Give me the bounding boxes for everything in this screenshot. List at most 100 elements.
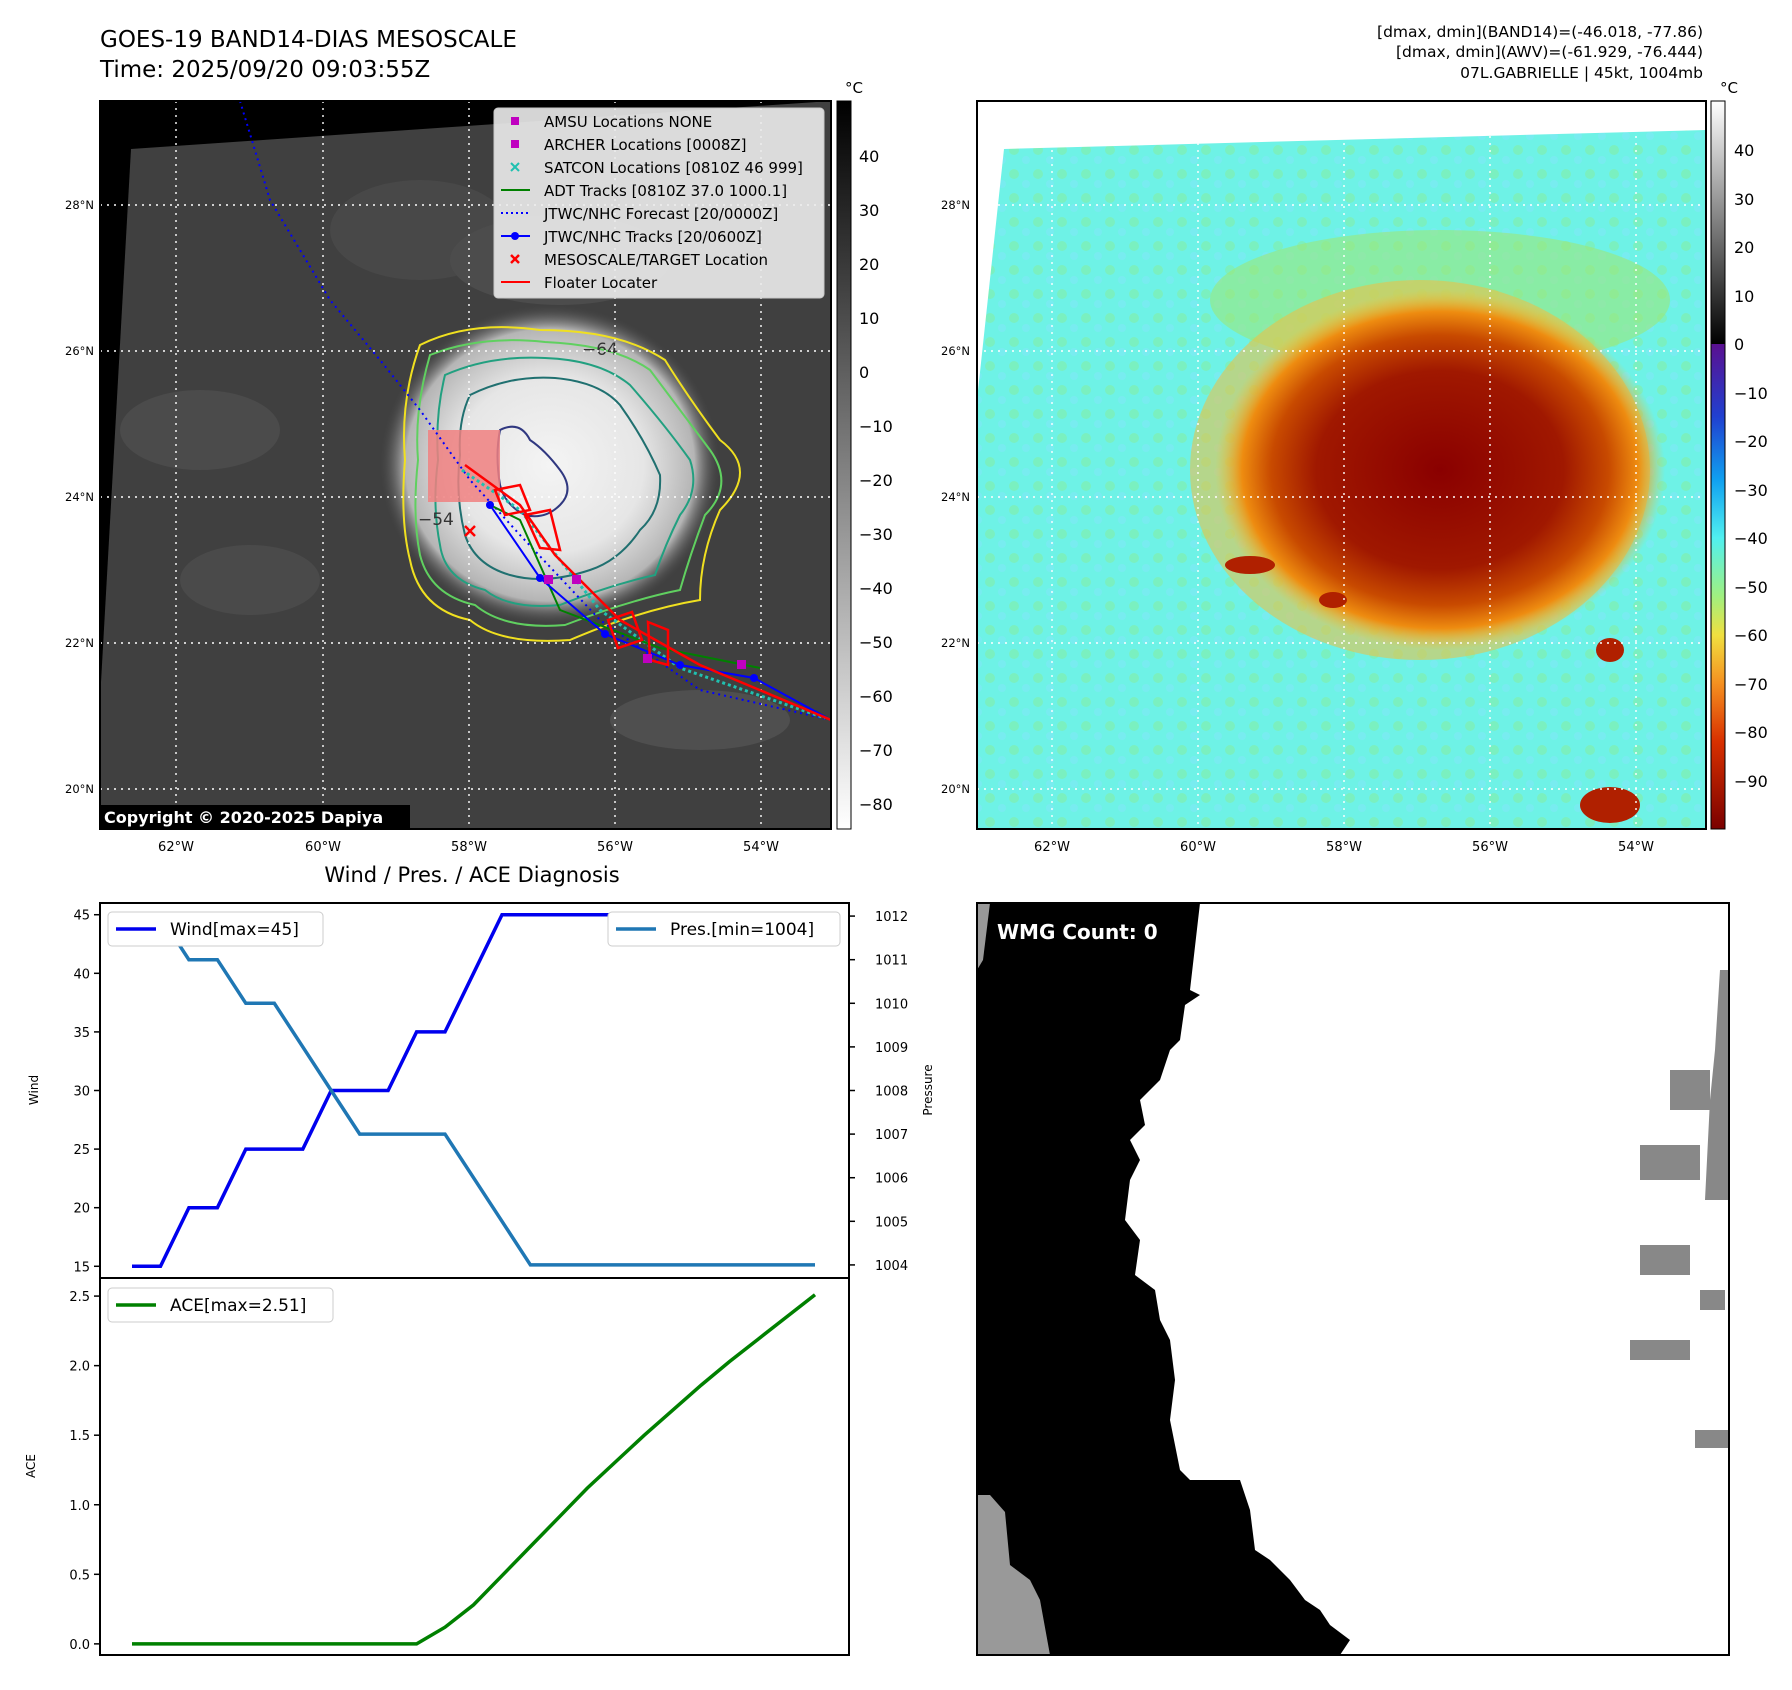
legend-label-adt: ADT Tracks [0810Z 37.0 1000.1] (544, 182, 787, 200)
awv-cb-tick: 20 (1734, 238, 1754, 257)
ir-legend: AMSU Locations NONE ARCHER Locations [00… (493, 107, 825, 299)
wind-legend: Wind[max=45] (107, 911, 324, 947)
diagnosis-title: Wind / Pres. / ACE Diagnosis (324, 863, 619, 887)
ace-series-line (132, 1293, 817, 1646)
ir-lon-60: 60°W (305, 840, 341, 855)
awv-storm-core (1215, 290, 1665, 650)
wind-y-ticks: 15 20 25 30 35 40 45 (73, 909, 100, 1275)
ace-axis-label: ACE (24, 1454, 38, 1478)
awv-lat-22: 22°N (941, 636, 970, 650)
awv-lon-56: 56°W (1472, 840, 1508, 855)
jtwc-nhc-track-points (486, 501, 758, 682)
contour-label-64: −64 (582, 340, 618, 360)
awv-convective-cells (1225, 556, 1640, 823)
legend-label-tracks: JTWC/NHC Tracks [20/0600Z] (543, 228, 762, 246)
copyright-text: Copyright © 2020-2025 Dapiya (104, 808, 383, 827)
ir-lon-56: 56°W (597, 840, 633, 855)
floater-locater-track (464, 463, 831, 722)
pressure-y-ticks: 1004 1005 1006 1007 1008 1009 1010 1011 1012 (849, 910, 908, 1274)
awv-cb-tick: −90 (1734, 772, 1768, 791)
awv-cb-tick: −60 (1734, 626, 1768, 645)
wmg-dark-region (977, 903, 1350, 1655)
pressure-legend: Pres.[min=1004] (607, 911, 841, 947)
awv-gridlines (977, 101, 1706, 829)
pressure-tick-label: 1011 (875, 954, 908, 969)
wmg-panel: WMG Count: 0 (976, 902, 1730, 1656)
wind-tick-label: 15 (73, 1260, 90, 1275)
stats-band14: [dmax, dmin](BAND14)=(-46.018, -77.86) (1377, 23, 1703, 41)
ir-map-frame (99, 100, 832, 830)
awv-cb-tick: 40 (1734, 141, 1754, 160)
ace-tick-label: 0.0 (69, 1638, 90, 1653)
legend-amsu-marker (511, 117, 519, 125)
ace-tick-label: 0.5 (69, 1568, 90, 1583)
awv-lon-ticks: 62°W 60°W 58°W 56°W 54°W (1034, 840, 1654, 855)
wmg-frame (976, 902, 1730, 1656)
contour-teal (434, 356, 695, 607)
legend-satcon-marker (510, 162, 520, 172)
pressure-tick-label: 1004 (875, 1259, 908, 1274)
awv-cb-tick: −20 (1734, 432, 1768, 451)
contour-yellow (402, 326, 741, 642)
awv-lat-ticks: 28°N 26°N 24°N 22°N 20°N (941, 198, 970, 796)
stats-awv: [dmax, dmin](AWV)=(-61.929, -76.444) (1396, 43, 1703, 61)
wmg-gray-region (977, 903, 990, 970)
pressure-tick-label: 1012 (875, 910, 908, 925)
ir-lat-20: 20°N (65, 782, 94, 796)
legend-archer-marker (511, 140, 519, 148)
ir-lon-58: 58°W (451, 840, 487, 855)
wind-tick-label: 40 (73, 967, 90, 982)
ir-cb-tick: 10 (859, 309, 879, 328)
ace-tick-label: 2.5 (69, 1290, 90, 1305)
ir-map-panel: −64 −54 (100, 101, 831, 829)
figure-title: GOES-19 BAND14-DIAS MESOSCALE (100, 27, 517, 53)
awv-map-panel (977, 101, 1706, 829)
wmg-gray-region (977, 1495, 1050, 1655)
ir-cb-tick: 0 (859, 363, 869, 382)
awv-cb-tick: −40 (1734, 529, 1768, 548)
ir-cb-tick: −80 (859, 795, 893, 814)
ir-cb-tick: −60 (859, 687, 893, 706)
jtwc-nhc-track (489, 504, 831, 721)
pressure-tick-label: 1008 (875, 1085, 908, 1100)
ir-lat-26: 26°N (65, 344, 94, 358)
awv-colorbar: °C 40 30 20 10 0 −10 −20 −30 −40 −50 −60… (1710, 79, 1768, 830)
awv-lon-60: 60°W (1180, 840, 1216, 855)
awv-lat-26: 26°N (941, 344, 970, 358)
storm-info: 07L.GABRIELLE | 45kt, 1004mb (1460, 64, 1703, 82)
ir-cb-tick: 40 (859, 147, 879, 166)
wind-tick-label: 30 (73, 1085, 90, 1100)
ir-lon-54: 54°W (743, 840, 779, 855)
floater-boxes (493, 483, 670, 667)
contour-green (414, 339, 723, 627)
pressure-tick-label: 1007 (875, 1128, 908, 1143)
awv-lat-28: 28°N (941, 198, 970, 212)
ir-lon-ticks: 62°W 60°W 58°W 56°W 54°W (158, 840, 779, 855)
mesoscale-target-location (464, 525, 476, 537)
awv-lat-24: 24°N (941, 490, 970, 504)
pressure-tick-label: 1010 (875, 997, 908, 1012)
ace-tick-label: 2.0 (69, 1360, 90, 1375)
legend-target-marker (510, 254, 520, 264)
satcon-locations-trail (461, 468, 826, 720)
ace-frame (99, 1277, 850, 1656)
copyright-box (100, 805, 410, 829)
awv-cb-tick: −80 (1734, 723, 1768, 742)
wind-tick-label: 25 (73, 1143, 90, 1158)
ir-colorbar-unit: °C (845, 79, 863, 97)
legend-label-archer: ARCHER Locations [0008Z] (544, 136, 747, 154)
ace-y-ticks: 0.0 0.5 1.0 1.5 2.0 2.5 (69, 1290, 100, 1653)
pressure-tick-label: 1009 (875, 1041, 908, 1056)
wind-axis-label: Wind (27, 1075, 41, 1105)
wind-tick-label: 20 (73, 1202, 90, 1217)
awv-cb-tick: 30 (1734, 190, 1754, 209)
awv-cb-tick: −30 (1734, 481, 1768, 500)
figure-time: Time: 2025/09/20 09:03:55Z (100, 57, 431, 83)
ace-tick-label: 1.5 (69, 1429, 90, 1444)
ir-cb-tick: 30 (859, 201, 879, 220)
ir-cb-tick: −10 (859, 417, 893, 436)
wind-tick-label: 35 (73, 1026, 90, 1041)
pressure-legend-label: Pres.[min=1004] (670, 920, 814, 940)
legend-label-floater: Floater Locater (544, 274, 658, 292)
pressure-tick-label: 1005 (875, 1215, 908, 1230)
